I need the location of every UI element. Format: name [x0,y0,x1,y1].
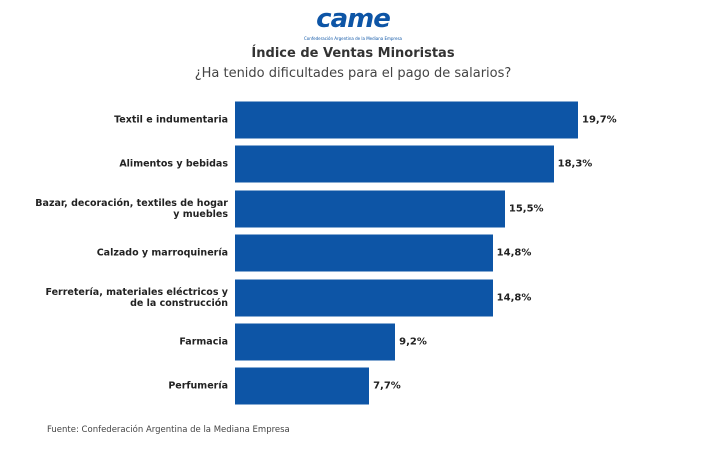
category-label: Textil e indumentaria [114,114,228,126]
logo: came [316,4,391,34]
category-label: Perfumería [168,380,228,392]
category-label: Farmacia [179,336,228,348]
value-label: 7,7% [373,380,401,392]
source: Fuente: Confederación Argentina de la Me… [47,425,290,435]
category-label: Alimentos y bebidas [119,158,228,170]
category-label: Bazar, decoración, textiles de hogar y m… [35,197,228,220]
value-label: 19,7% [582,114,617,126]
value-label: 9,2% [399,336,427,348]
value-label: 18,3% [557,158,593,170]
bar [235,101,578,139]
logo-tagline: Confederación Argentina de la Mediana Em… [304,36,402,41]
bar [235,145,554,183]
category-label: Ferretería, materiales eléctricos y de l… [45,286,229,309]
bar [235,279,493,317]
bar [235,323,396,361]
chart-subtitle: ¿Ha tenido dificultades para el pago de … [194,66,512,81]
value-label: 14,8% [496,247,532,259]
chart-title: Índice de Ventas Minoristas [251,46,455,61]
category-label: Calzado y marroquinería [96,247,228,259]
bar [235,367,370,405]
value-label: 15,5% [508,203,544,215]
value-label: 14,8% [496,292,532,304]
bar [235,234,493,272]
bar [235,190,505,228]
